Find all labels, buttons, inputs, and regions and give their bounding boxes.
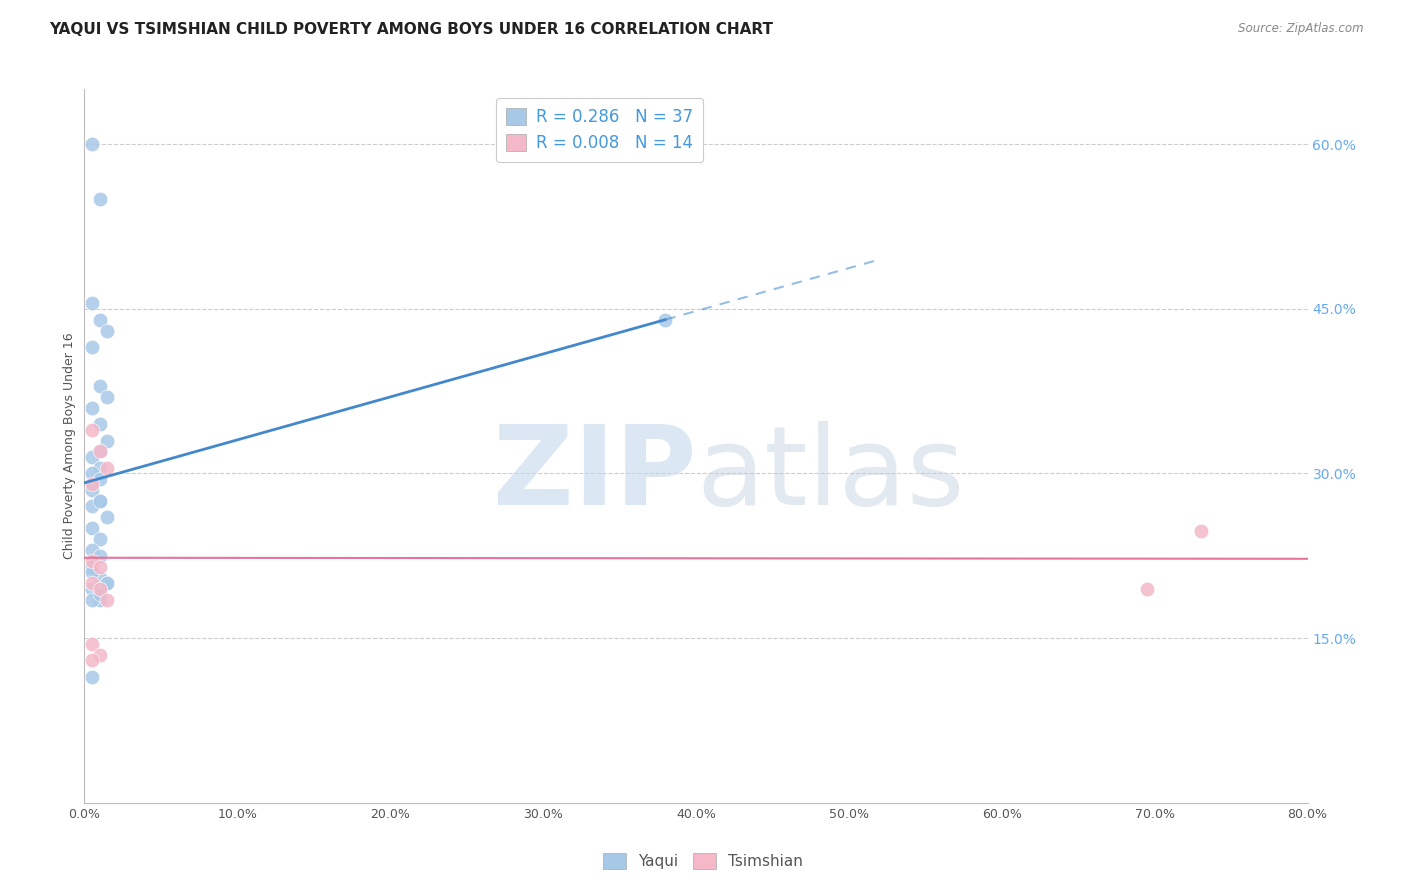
Point <box>96 576 118 591</box>
Point <box>89 533 111 547</box>
Point <box>80 477 103 491</box>
Point <box>80 653 103 667</box>
Point <box>89 549 111 563</box>
Point <box>80 137 103 152</box>
Point <box>80 582 103 596</box>
Point <box>89 592 111 607</box>
Legend: R = 0.286   N = 37, R = 0.008   N = 14: R = 0.286 N = 37, R = 0.008 N = 14 <box>496 97 703 162</box>
Point <box>80 401 103 415</box>
Point <box>80 467 103 481</box>
Text: atlas: atlas <box>696 421 965 528</box>
Legend: Yaqui, Tsimshian: Yaqui, Tsimshian <box>596 847 810 875</box>
Point <box>89 648 111 662</box>
Point <box>89 494 111 508</box>
Point <box>89 582 111 596</box>
Point <box>80 576 103 591</box>
Point <box>80 296 103 310</box>
Point <box>96 461 118 475</box>
Point <box>80 500 103 514</box>
Point <box>89 461 111 475</box>
Point <box>89 378 111 392</box>
Point <box>80 559 103 574</box>
Y-axis label: Child Poverty Among Boys Under 16: Child Poverty Among Boys Under 16 <box>63 333 76 559</box>
Point <box>96 510 118 524</box>
Point <box>89 444 111 458</box>
Point <box>1136 582 1159 596</box>
Point <box>89 494 111 508</box>
Point <box>80 521 103 535</box>
Point <box>80 340 103 354</box>
Point <box>89 444 111 458</box>
Point <box>89 582 111 596</box>
Point <box>80 637 103 651</box>
Point <box>80 592 103 607</box>
Point <box>96 324 118 338</box>
Point <box>89 559 111 574</box>
Point <box>80 423 103 437</box>
Point <box>654 312 676 326</box>
Point <box>89 417 111 431</box>
Point <box>1189 524 1212 538</box>
Point <box>96 592 118 607</box>
Point <box>89 472 111 486</box>
Point <box>89 571 111 585</box>
Point <box>96 576 118 591</box>
Point <box>89 192 111 206</box>
Point <box>89 587 111 601</box>
Point <box>89 312 111 326</box>
Point <box>96 390 118 404</box>
Point <box>80 483 103 497</box>
Point <box>80 450 103 464</box>
Text: ZIP: ZIP <box>492 421 696 528</box>
Point <box>80 669 103 683</box>
Text: YAQUI VS TSIMSHIAN CHILD POVERTY AMONG BOYS UNDER 16 CORRELATION CHART: YAQUI VS TSIMSHIAN CHILD POVERTY AMONG B… <box>49 22 773 37</box>
Text: Source: ZipAtlas.com: Source: ZipAtlas.com <box>1239 22 1364 36</box>
Point <box>80 543 103 558</box>
Point <box>80 554 103 568</box>
Point <box>80 566 103 580</box>
Point <box>96 434 118 448</box>
